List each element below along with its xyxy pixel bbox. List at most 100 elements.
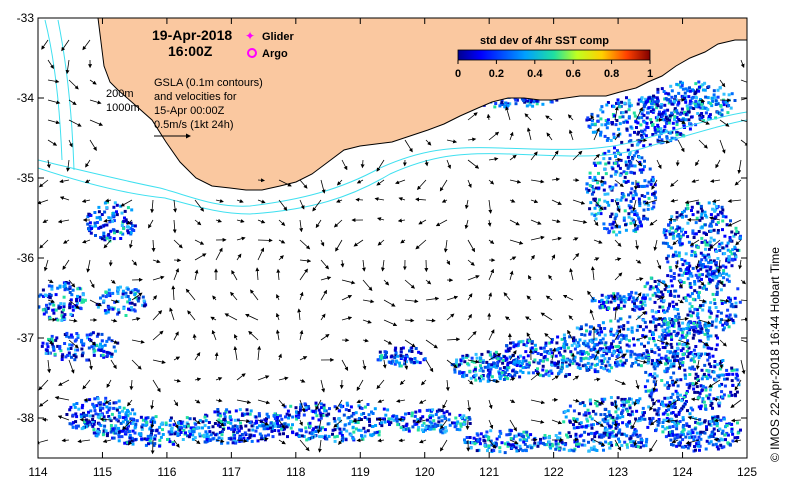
velocity-arrow [47, 79, 60, 84]
sst-pixel [696, 329, 700, 333]
sst-pixel [86, 421, 90, 425]
sst-pixel [47, 351, 51, 355]
sst-pixel [493, 352, 497, 356]
sst-pixel [618, 230, 622, 234]
velocity-arrow [572, 150, 583, 161]
sst-pixel [727, 325, 731, 329]
sst-pixel [512, 345, 516, 349]
sst-pixel [112, 345, 116, 349]
sst-pixel [649, 320, 653, 324]
sst-pixel [663, 310, 667, 314]
sst-pixel [678, 361, 682, 365]
sst-pixel [696, 210, 700, 214]
sst-pixel [699, 98, 702, 101]
sst-pixel [594, 163, 597, 167]
velocity-arrow [68, 99, 77, 106]
sst-pixel [604, 300, 608, 304]
sst-pixel [380, 424, 384, 428]
sst-pixel [644, 356, 648, 360]
sst-pixel [506, 444, 510, 448]
sst-pixel [675, 133, 679, 137]
sst-pixel [699, 204, 703, 208]
velocity-arrow [545, 295, 553, 301]
sst-pixel [727, 260, 731, 264]
sst-pixel [607, 231, 611, 235]
sst-pixel [620, 325, 623, 329]
sst-pixel [618, 346, 622, 350]
sst-pixel [685, 327, 689, 330]
sst-pixel [105, 410, 109, 414]
sst-pixel [593, 368, 597, 372]
sst-pixel [680, 433, 684, 437]
sst-pixel [673, 294, 677, 298]
sst-pixel [705, 287, 708, 291]
sst-pixel [563, 443, 567, 447]
sst-pixel [413, 357, 417, 360]
velocity-arrow [383, 319, 398, 327]
sst-pixel [734, 314, 738, 318]
velocity-arrow [278, 239, 286, 244]
sst-pixel [128, 308, 132, 312]
sst-pixel [650, 391, 654, 395]
sst-pixel [612, 151, 616, 155]
sst-pixel [650, 106, 654, 109]
sst-pixel [541, 359, 545, 363]
sst-pixel [614, 361, 617, 365]
velocity-arrow [152, 379, 161, 393]
sst-pixel [589, 366, 593, 369]
velocity-arrow [231, 270, 238, 281]
sst-pixel [720, 431, 724, 435]
sst-pixel [442, 411, 446, 415]
sst-pixel [733, 436, 737, 440]
sst-pixel [534, 369, 538, 372]
sst-pixel [422, 430, 425, 433]
sst-pixel [622, 336, 626, 340]
sst-pixel [654, 196, 658, 200]
sst-pixel [637, 130, 641, 134]
sst-pixel [509, 429, 513, 433]
sst-pixel [625, 407, 629, 411]
sst-pixel [733, 99, 737, 102]
sst-pixel [603, 397, 607, 401]
sst-pixel [48, 296, 52, 300]
sst-pixel [672, 405, 675, 409]
sst-pixel [598, 300, 602, 304]
sst-pixel [362, 412, 366, 415]
sst-pixel [631, 181, 635, 185]
sst-pixel [669, 396, 673, 399]
sst-pixel [720, 299, 724, 303]
sst-pixel [609, 425, 613, 429]
sst-pixel [106, 431, 109, 435]
sst-pixel [41, 341, 45, 345]
sst-pixel [473, 442, 477, 446]
sst-pixel [170, 432, 173, 436]
sst-pixel [578, 402, 582, 406]
sst-pixel [703, 223, 707, 227]
velocity-arrow [299, 239, 311, 250]
sst-pixel [387, 417, 391, 421]
sst-pixel [673, 219, 677, 222]
sst-pixel [80, 427, 84, 431]
sst-pixel [553, 361, 557, 365]
sst-pixel [715, 249, 718, 253]
sst-pixel [590, 423, 594, 427]
sst-pixel [211, 431, 215, 435]
velocity-arrow [562, 294, 574, 301]
sst-pixel [659, 127, 663, 131]
sst-pixel [656, 123, 660, 127]
sst-pixel [634, 192, 638, 196]
sst-pixel [644, 370, 648, 374]
sst-pixel [616, 319, 620, 323]
sst-pixel [676, 342, 679, 346]
sst-pixel [205, 435, 209, 439]
sst-pixel [111, 307, 115, 311]
velocity-arrow [656, 359, 663, 364]
velocity-arrow [106, 379, 112, 389]
sst-pixel [320, 406, 323, 410]
sst-pixel [489, 429, 493, 433]
sst-pixel [596, 370, 600, 374]
sst-pixel [701, 303, 705, 307]
sst-pixel [622, 304, 626, 308]
sst-pixel [703, 284, 707, 288]
sst-pixel [97, 348, 101, 352]
